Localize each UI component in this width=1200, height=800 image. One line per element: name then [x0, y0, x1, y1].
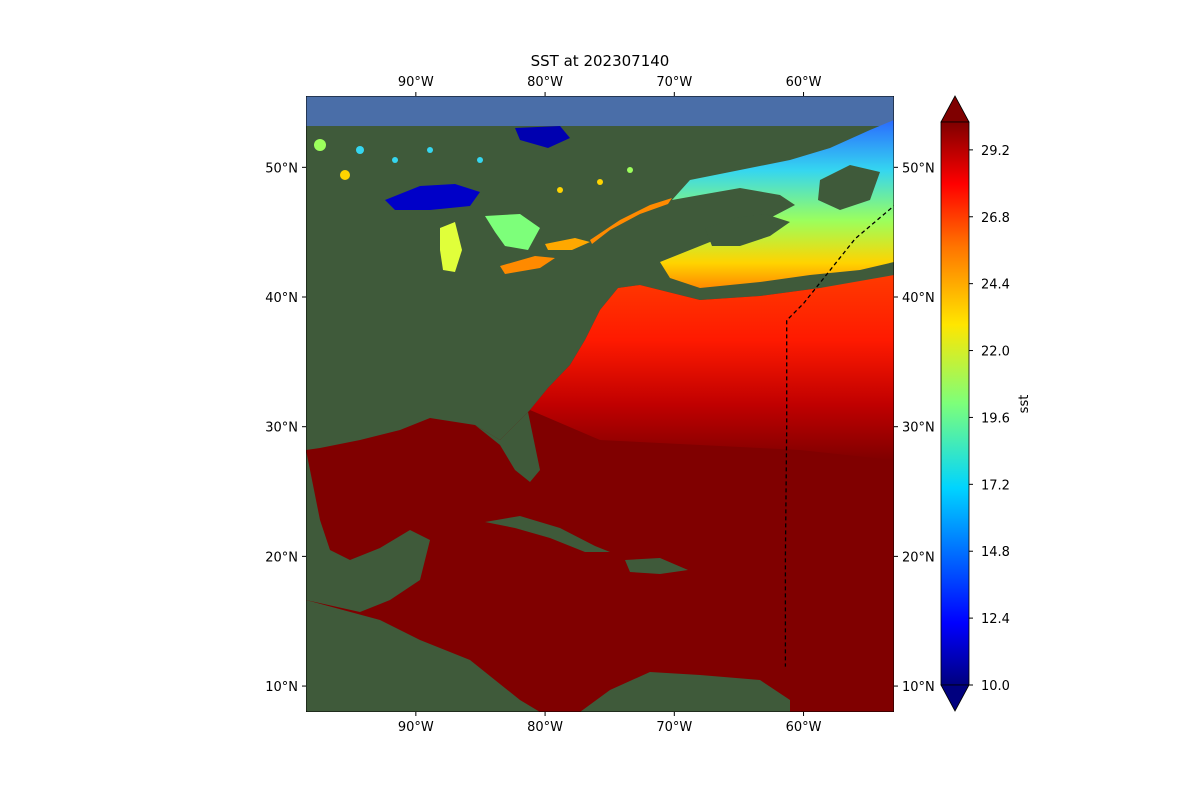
lake-michigan	[440, 222, 462, 272]
lat-tick-left-label: 10°N	[265, 680, 298, 695]
lat-ticks-right: 10°N 20°N 30°N 40°N 50°N	[894, 161, 935, 695]
lat-tick-right-label: 30°N	[902, 421, 935, 436]
florida-peninsula	[475, 412, 540, 482]
lake-ontario	[545, 238, 590, 250]
lake-superior	[385, 184, 480, 210]
colorbar-label: sst	[1017, 395, 1032, 414]
colorbar-tick-label: 29.2	[981, 144, 1010, 159]
colorbar-tick-label: 17.2	[981, 478, 1010, 493]
lat-ticks-left: 10°N 20°N 30°N 40°N 50°N	[265, 161, 306, 695]
colorbar-tick-label: 10.0	[981, 679, 1010, 694]
colorbar-ticks: 10.0 12.4 14.8 17.2 19.6 22.0 24.4 26.8 29.2	[969, 144, 1010, 694]
lat-tick-right-label: 40°N	[902, 291, 935, 306]
lon-tick-top-label: 80°W	[527, 75, 563, 90]
lat-tick-right-label: 10°N	[902, 680, 935, 695]
colorbar-tick-label: 19.6	[981, 411, 1010, 426]
newfoundland-land	[818, 165, 880, 210]
colorbar-extend-min	[940, 684, 970, 712]
colorbar-extend-max	[940, 95, 970, 123]
northern-ocean-edge	[306, 96, 894, 126]
james-bay	[515, 126, 570, 148]
map-area	[306, 96, 894, 712]
northern-lakes	[314, 139, 633, 193]
lake-huron	[485, 214, 540, 250]
map-title: SST at 202307140	[530, 52, 670, 70]
lat-tick-left-label: 30°N	[265, 421, 298, 436]
yucatan-peninsula	[306, 450, 430, 612]
nova-scotia-land	[705, 214, 790, 246]
lat-tick-right-label: 20°N	[902, 550, 935, 565]
colorbar-tick-label: 22.0	[981, 345, 1010, 360]
cuba-island	[485, 516, 610, 552]
central-america	[306, 600, 540, 712]
lon-tick-bottom-label: 90°W	[398, 720, 434, 735]
lon-tick-top-label: 90°W	[398, 75, 434, 90]
ship-track-line	[784, 204, 894, 667]
colorbar: 10.0 12.4 14.8 17.2 19.6 22.0 24.4 26.8 29.2 sst	[940, 95, 1032, 712]
colorbar-tick-label: 26.8	[981, 211, 1010, 226]
lon-ticks-bottom: 90°W 80°W 70°W 60°W	[398, 712, 822, 735]
lat-tick-left-label: 20°N	[265, 550, 298, 565]
lon-tick-top-label: 70°W	[656, 75, 692, 90]
lat-tick-left-label: 50°N	[265, 161, 298, 176]
lon-tick-bottom-label: 70°W	[656, 720, 692, 735]
lon-tick-bottom-label: 60°W	[786, 720, 822, 735]
hispaniola-island	[625, 558, 688, 574]
lake-erie	[500, 256, 555, 274]
colorbar-body	[940, 121, 970, 686]
colorbar-tick-label: 12.4	[981, 612, 1010, 627]
lon-tick-bottom-label: 80°W	[527, 720, 563, 735]
colorbar-tick-label: 24.4	[981, 278, 1010, 293]
lon-tick-top-label: 60°W	[786, 75, 822, 90]
lon-ticks-top: 90°W 80°W 70°W 60°W	[398, 75, 822, 96]
south-america-north	[580, 672, 790, 712]
st-lawrence-river	[590, 198, 672, 244]
atlantic-warm-region	[530, 275, 894, 460]
lat-tick-right-label: 50°N	[902, 161, 935, 176]
colorbar-tick-label: 14.8	[981, 545, 1010, 560]
lat-tick-left-label: 40°N	[265, 291, 298, 306]
